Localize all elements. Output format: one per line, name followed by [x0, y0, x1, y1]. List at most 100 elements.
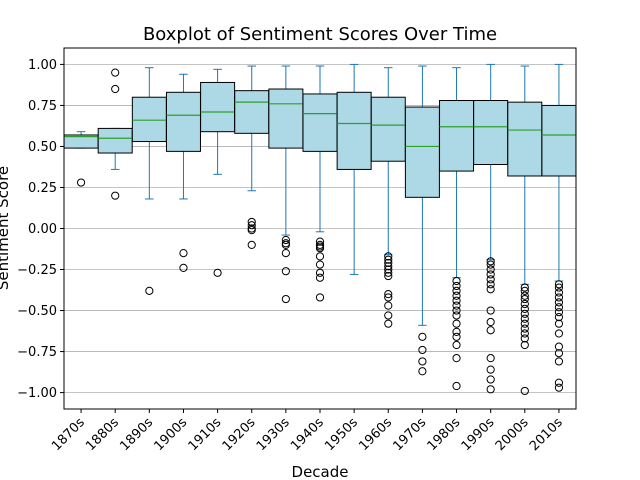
y-tick-label: −0.25: [17, 263, 57, 278]
iqr-box: [473, 100, 509, 166]
outlier-point: [452, 301, 461, 310]
outlier-point: [418, 332, 427, 341]
outlier-point: [384, 301, 393, 310]
outlier-point: [554, 383, 564, 392]
outlier-point: [554, 313, 564, 322]
outlier-point: [554, 283, 564, 292]
outlier-point: [247, 226, 256, 235]
outlier-point: [384, 271, 393, 281]
outlier-point: [452, 354, 461, 363]
outlier-point: [315, 293, 325, 302]
outlier-point: [452, 381, 461, 391]
y-tick-label: 1.00: [28, 58, 57, 73]
box-2010s: [541, 63, 577, 392]
x-tick-label: 1880s: [83, 415, 122, 454]
outlier-point: [452, 286, 461, 295]
outlier-point: [486, 270, 495, 279]
box-1870s: [63, 131, 99, 187]
outlier-point: [76, 178, 86, 187]
outlier-point: [452, 311, 461, 320]
outlier-point: [486, 306, 495, 315]
iqr-box: [404, 106, 440, 198]
iqr-box: [200, 81, 236, 133]
y-tick-label: −0.50: [17, 304, 57, 319]
y-tick-label: 0.00: [28, 222, 57, 237]
box-1990s: [473, 63, 509, 394]
box-1910s: [200, 68, 236, 277]
x-tick-label: 1870s: [49, 415, 88, 454]
y-tick-label: −0.75: [17, 345, 57, 360]
outlier-point: [520, 386, 529, 396]
outlier-point: [315, 244, 325, 253]
outlier-point: [486, 385, 495, 394]
x-tick-label: 1960s: [356, 415, 395, 454]
outlier-point: [384, 262, 393, 271]
outlier-point: [384, 265, 393, 274]
outlier-point: [418, 367, 427, 376]
outlier-point: [554, 357, 564, 366]
outlier-point: [486, 365, 495, 374]
iqr-box: [165, 91, 201, 152]
outlier-point: [452, 291, 461, 300]
box-1930s: [268, 65, 304, 304]
outlier-point: [452, 340, 461, 350]
outlier-point: [554, 280, 564, 289]
outlier-point: [554, 349, 564, 358]
box-1880s: [97, 68, 133, 200]
box-1940s: [302, 65, 338, 302]
outlier-point: [281, 294, 290, 304]
outlier-point: [486, 257, 495, 266]
outlier-point: [486, 265, 495, 274]
outlier-point: [520, 304, 529, 314]
outlier-point: [486, 275, 495, 284]
outlier-point: [452, 281, 461, 291]
outlier-point: [145, 286, 154, 295]
outlier-point: [520, 314, 529, 323]
outlier-point: [315, 237, 325, 246]
plot-frame: [63, 47, 577, 410]
outlier-point: [384, 268, 393, 277]
outlier-point: [315, 242, 325, 251]
box-2000s: [507, 65, 543, 396]
outlier-point: [111, 68, 120, 77]
outlier-point: [452, 306, 461, 315]
outlier-point: [418, 345, 427, 355]
outlier-point: [281, 267, 290, 276]
x-tick-label: 1950s: [322, 415, 361, 454]
outlier-point: [452, 296, 461, 305]
outlier-point: [520, 319, 529, 328]
outlier-point: [520, 334, 529, 343]
outlier-point: [315, 273, 325, 282]
outlier-point: [315, 268, 325, 277]
iqr-box: [302, 93, 338, 152]
iqr-box: [541, 104, 577, 177]
x-tick-label: 2000s: [493, 415, 532, 454]
outlier-point: [520, 294, 529, 304]
outlier-point: [179, 263, 188, 272]
outlier-point: [452, 332, 461, 341]
iqr-box: [507, 101, 543, 177]
x-tick-label: 2010s: [527, 415, 566, 454]
outlier-point: [315, 252, 325, 261]
boxes: [63, 63, 577, 396]
box-1980s: [439, 67, 475, 391]
box-1890s: [131, 67, 167, 295]
y-axis-label: Sentiment Score: [0, 166, 12, 290]
outlier-point: [247, 217, 256, 227]
outlier-point: [554, 378, 564, 387]
outlier-point: [554, 293, 564, 302]
iqr-box: [234, 90, 270, 134]
x-tick-label: 1990s: [459, 415, 498, 454]
x-tick-label: 1900s: [152, 415, 191, 454]
box-1920s: [234, 65, 270, 250]
outlier-point: [520, 283, 529, 292]
outlier-point: [247, 221, 256, 230]
outlier-point: [520, 340, 529, 350]
outlier-point: [486, 285, 495, 294]
iqr-box: [131, 96, 167, 143]
outlier-point: [315, 260, 325, 269]
outlier-point: [554, 288, 564, 297]
outlier-point: [384, 258, 393, 268]
outlier-point: [281, 240, 290, 250]
